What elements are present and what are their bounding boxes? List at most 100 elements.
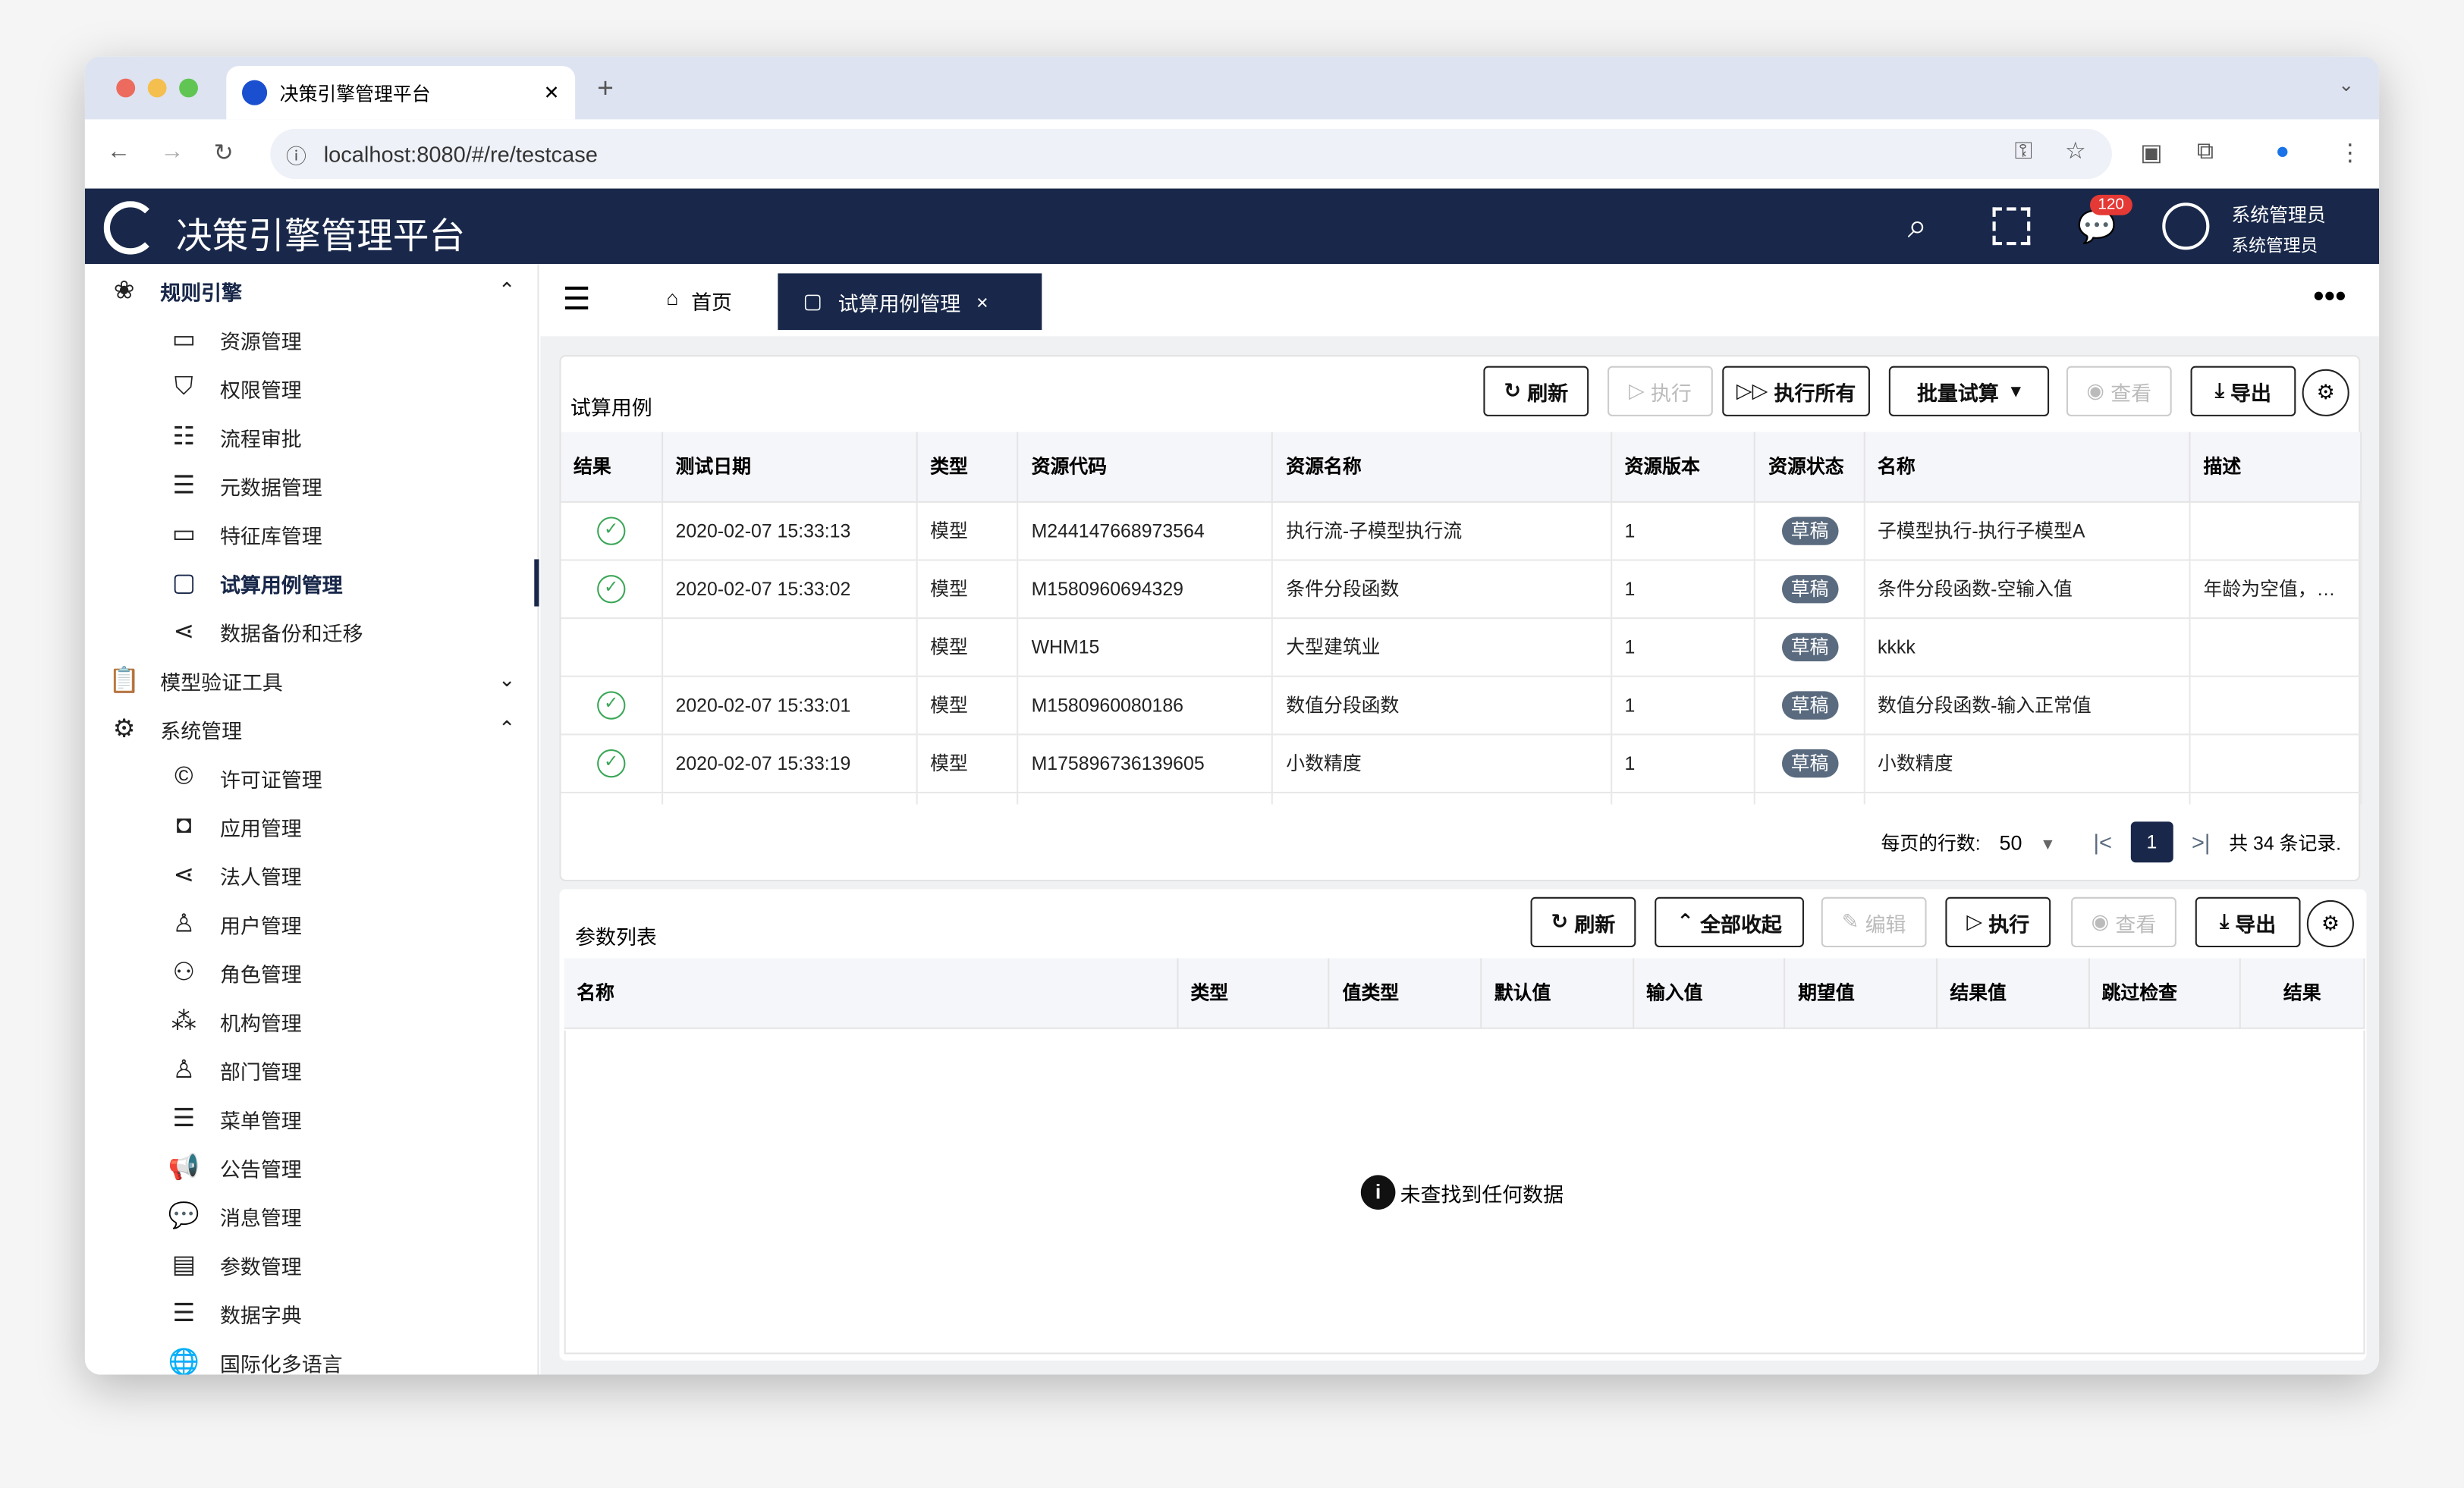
sidebar-item[interactable]: ◘ 应用管理 bbox=[167, 802, 539, 849]
sidebar-item[interactable]: ♙ 部门管理 bbox=[167, 1047, 539, 1094]
briefcase-icon: ▢ bbox=[171, 570, 196, 598]
column-header[interactable]: 默认值 bbox=[1481, 958, 1634, 1028]
tab-testcase-label: 试算用例管理 bbox=[838, 291, 961, 315]
refresh-button[interactable]: ↻ 刷新 bbox=[1483, 366, 1589, 416]
sidebar-item[interactable]: © 许可证管理 bbox=[167, 754, 539, 801]
url-input[interactable]: ⓘ localhost:8080/#/re/testcase bbox=[270, 128, 2112, 180]
sidebar-item[interactable]: ▢ 试算用例管理 bbox=[167, 559, 539, 607]
table-header: 名称 类型 值类型 默认值 输入值 期望值 结果值 跳过检查 结果 bbox=[564, 958, 2365, 1028]
sidebar-item[interactable]: ☰ 元数据管理 bbox=[167, 462, 539, 509]
sidebar-item-label: 角色管理 bbox=[219, 962, 302, 986]
column-header[interactable]: 跳过检查 bbox=[2088, 958, 2242, 1028]
close-icon[interactable]: × bbox=[976, 290, 988, 314]
sidebar-item[interactable]: 💬 消息管理 bbox=[167, 1192, 539, 1239]
collapse-all-button[interactable]: ⌃ 全部收起 bbox=[1655, 896, 1804, 948]
table-row[interactable]: 模型 WHM15 大型建筑业 1 草稿 kkkk bbox=[561, 617, 2362, 677]
search-icon[interactable]: ⌕ bbox=[1907, 206, 1928, 246]
sidebar-item[interactable]: 🌐 国际化多语言 bbox=[167, 1339, 539, 1374]
params-column-settings-icon[interactable]: ⚙ bbox=[2306, 899, 2354, 948]
back-icon[interactable]: ← bbox=[106, 138, 130, 165]
page-1-button[interactable]: 1 bbox=[2130, 821, 2173, 863]
sidebar-item-label: 公告管理 bbox=[219, 1157, 302, 1181]
browser-tab[interactable]: 决策引擎管理平台 ✕ bbox=[226, 65, 576, 120]
sidebar-item[interactable]: ⛉ 权限管理 bbox=[167, 365, 539, 412]
sidebar-item[interactable]: ⁂ 机构管理 bbox=[167, 997, 539, 1044]
sidebar-item[interactable]: ☰ 数据字典 bbox=[167, 1290, 539, 1337]
last-page-icon[interactable]: >| bbox=[2191, 829, 2211, 855]
sidebar-item[interactable]: ☷ 流程审批 bbox=[167, 413, 539, 460]
column-header[interactable]: 名称 bbox=[1864, 432, 2191, 502]
profile-icon[interactable]: ● bbox=[2275, 138, 2290, 165]
sidebar-group-1[interactable]: 📋 模型验证工具 ⌄ bbox=[107, 657, 515, 704]
sidebar-item[interactable]: ♙ 用户管理 bbox=[167, 900, 539, 947]
fullscreen-icon[interactable] bbox=[1992, 207, 2031, 246]
params-refresh-button[interactable]: ↻ 刷新 bbox=[1530, 896, 1636, 948]
tab-testcase[interactable]: ▢ 试算用例管理 × bbox=[778, 273, 1042, 330]
column-header[interactable]: 资源版本 bbox=[1611, 432, 1756, 502]
sidebar-item-label: 数据备份和迁移 bbox=[219, 621, 363, 645]
params-view-button[interactable]: ◉ 查看 bbox=[2071, 896, 2176, 948]
rows-per-page-select[interactable]: 50 ▾ bbox=[2000, 830, 2053, 854]
name-cell: 数值分段函数-输入正常值 bbox=[1864, 675, 2191, 735]
more-vert-icon[interactable]: ⋮ bbox=[2338, 140, 2362, 167]
column-header[interactable]: 描述 bbox=[2189, 432, 2362, 502]
table-row[interactable]: ✓ 2020-02-07 15:33:13 模型 M244147668973564 执行… bbox=[561, 501, 2362, 560]
column-header[interactable]: 类型 bbox=[916, 432, 1020, 502]
column-header[interactable]: 类型 bbox=[1177, 958, 1331, 1028]
puzzle-icon[interactable]: ⧉ bbox=[2196, 138, 2214, 165]
run-all-button[interactable]: ▷▷ 执行所有 bbox=[1722, 366, 1870, 416]
export-button[interactable]: ⤓ 导出 bbox=[2190, 366, 2296, 416]
pencil-icon: ✎ bbox=[1841, 909, 1859, 934]
sidebar-item[interactable]: ▭ 资源管理 bbox=[167, 315, 539, 363]
sidebar-item[interactable]: ⋖ 法人管理 bbox=[167, 852, 539, 899]
avatar[interactable] bbox=[2162, 202, 2210, 250]
column-header[interactable]: 名称 bbox=[564, 958, 1178, 1028]
column-header[interactable]: 资源状态 bbox=[1755, 432, 1865, 502]
column-header[interactable]: 测试日期 bbox=[662, 432, 918, 502]
chat-icon[interactable]: 💬 bbox=[2077, 210, 2117, 246]
sidebar-group-2[interactable]: ⚙ 系统管理 ⌃ bbox=[107, 705, 516, 752]
new-tab-icon[interactable]: + bbox=[597, 72, 614, 104]
sidebar-item[interactable]: ▤ 参数管理 bbox=[167, 1241, 539, 1288]
column-header[interactable]: 结果 bbox=[561, 432, 663, 502]
sidebar-item[interactable]: ☰ 菜单管理 bbox=[167, 1095, 539, 1142]
column-header[interactable]: 资源名称 bbox=[1272, 432, 1612, 502]
table-row[interactable]: ✓ 2020-02-07 15:33:01 模型 M1580960080186 数值分段… bbox=[561, 675, 2362, 735]
column-header[interactable]: 资源代码 bbox=[1017, 432, 1274, 502]
user-name[interactable]: 系统管理员 bbox=[2231, 204, 2326, 227]
close-tab-icon[interactable]: ✕ bbox=[543, 81, 560, 104]
menu-toggle-icon[interactable]: ☰ bbox=[562, 282, 591, 318]
reload-icon[interactable]: ↻ bbox=[213, 140, 234, 167]
status-cell: 草稿 bbox=[1755, 501, 1865, 560]
column-header[interactable]: 期望值 bbox=[1784, 958, 1938, 1028]
sidebar-group-0[interactable]: ❀ 规则引擎 ⌃ bbox=[107, 267, 516, 314]
sidebar-item[interactable]: 📢 公告管理 bbox=[167, 1144, 539, 1191]
key-icon[interactable]: ⚿ bbox=[2014, 138, 2033, 165]
name-cell: 子模型执行-执行子模型A bbox=[1864, 501, 2191, 560]
more-icon[interactable]: ••• bbox=[2313, 279, 2346, 315]
first-page-icon[interactable]: |< bbox=[2093, 829, 2112, 855]
edit-button[interactable]: ✎ 编辑 bbox=[1821, 896, 1927, 948]
params-run-button[interactable]: ▷ 执行 bbox=[1945, 896, 2051, 948]
column-header[interactable]: 值类型 bbox=[1328, 958, 1482, 1028]
run-button[interactable]: ▷ 执行 bbox=[1608, 366, 1713, 416]
column-header[interactable]: 结果值 bbox=[1936, 958, 2089, 1028]
params-export-button[interactable]: ⤓ 导出 bbox=[2195, 896, 2301, 948]
forward-icon[interactable]: → bbox=[160, 138, 184, 165]
star-icon[interactable]: ☆ bbox=[2064, 138, 2086, 165]
sidebar-item[interactable]: ▭ 特征库管理 bbox=[167, 510, 539, 557]
code-cell: M1580960694329 bbox=[1017, 559, 1274, 619]
chevron-down-icon[interactable]: ⌄ bbox=[2338, 74, 2355, 96]
sidebar-item[interactable]: ⚇ 角色管理 bbox=[167, 949, 539, 996]
batch-dropdown[interactable]: 批量试算 ▾ bbox=[1888, 366, 2050, 416]
column-header[interactable]: 结果 bbox=[2240, 958, 2365, 1028]
column-header[interactable]: 输入值 bbox=[1633, 958, 1786, 1028]
table-row[interactable]: ✓ 2020-02-07 15:33:19 模型 M175896736139605 小数… bbox=[561, 733, 2362, 793]
tab-home[interactable]: ⌂ 首页 bbox=[666, 286, 732, 315]
sidebar-item[interactable]: ⋖ 数据备份和迁移 bbox=[167, 608, 539, 655]
column-settings-icon[interactable]: ⚙ bbox=[2302, 369, 2349, 416]
table-row[interactable]: ✓ 2020-02-07 15:33:02 模型 M1580960694329 条件分段… bbox=[561, 559, 2362, 619]
extension-icon[interactable]: ▣ bbox=[2140, 140, 2163, 167]
view-button[interactable]: ◉ 查看 bbox=[2066, 366, 2172, 416]
empty-message: i 未查找到任何数据 bbox=[1360, 1175, 1564, 1210]
